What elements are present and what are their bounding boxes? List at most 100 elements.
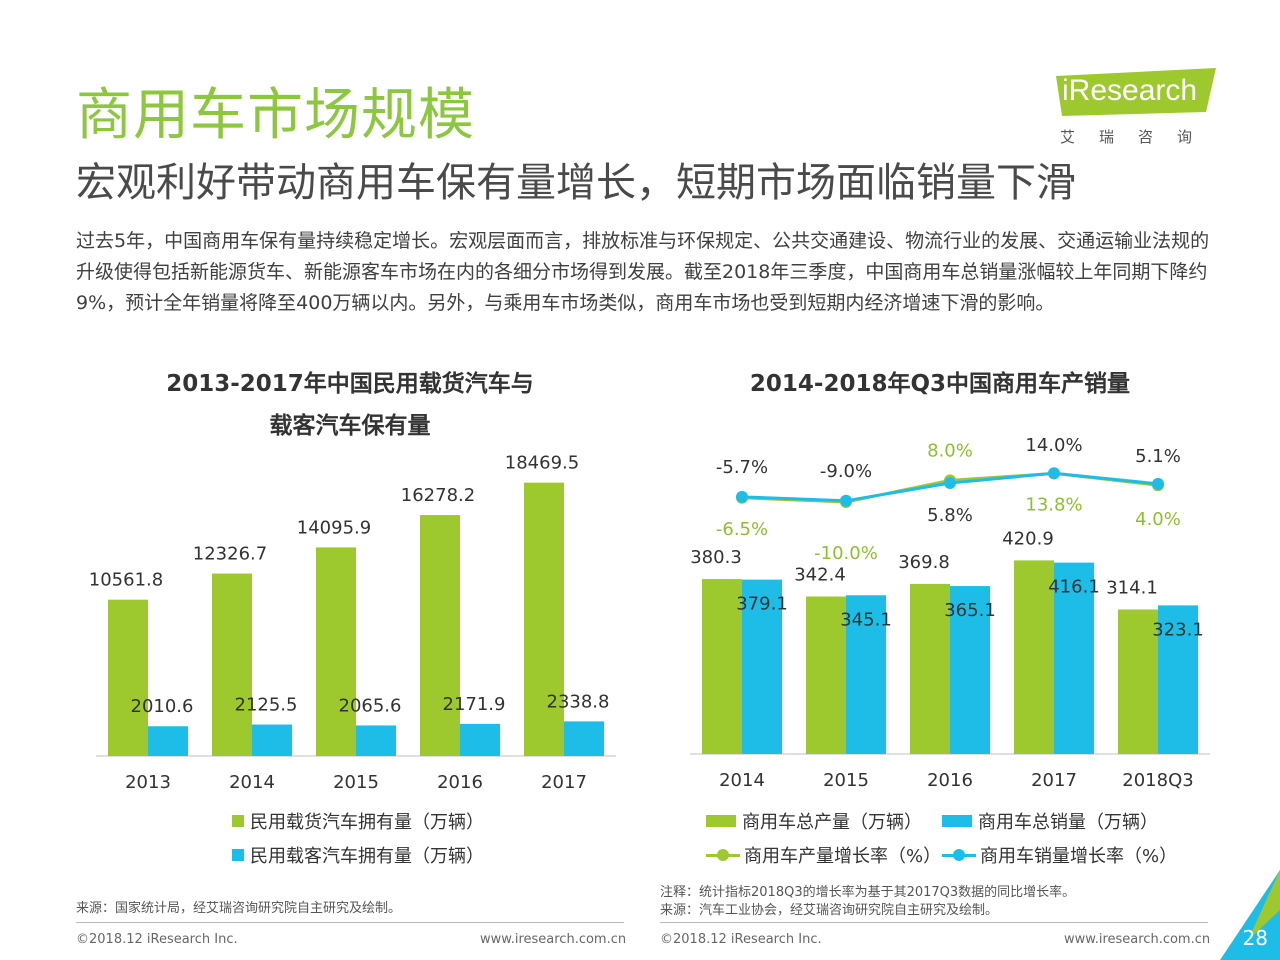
sales-bar-2016 [950,586,990,754]
x-tick-2017: 2017 [541,772,587,793]
passenger-bar-2017 [564,721,604,756]
page-subtitle: 宏观利好带动商用车保有量增长，短期市场面临销量下滑 [76,160,1076,206]
x-tick-2014: 2014 [229,772,275,793]
sales-growth-label-2018Q3: 5.1% [1135,446,1181,467]
sales-bar-2014 [742,579,782,754]
legend-label-passenger: 民用载客汽车拥有量（万辆） [250,846,484,867]
production-growth-label-2014: -6.5% [716,519,768,540]
passenger-bar-2014 [252,724,292,756]
legend-label-production: 商用车总产量（万辆） [742,812,922,833]
left-copyright: ©2018.12 iResearch Inc. [76,932,238,947]
production-growth-label-2015: -10.0% [814,543,878,564]
x-tick-2016: 2016 [927,770,973,791]
sales-bar-2018Q3 [1158,605,1198,754]
sales-growth-label-2017: 14.0% [1025,435,1082,456]
x-tick-2014: 2014 [719,770,765,791]
x-tick-2013: 2013 [125,772,171,793]
production-label-2017: 420.9 [1002,528,1054,549]
sales-growth-point-2018Q3 [1152,477,1164,490]
sales-bar-2017 [1054,562,1094,754]
sales-label-2018Q3: 323.1 [1152,619,1204,640]
production-label-2015: 342.4 [794,564,846,585]
left-legend-item-passenger: 民用载客汽车拥有量（万辆） [232,842,484,868]
left-website-link[interactable]: www.iresearch.com.cn [480,932,627,947]
x-tick-2018Q3: 2018Q3 [1122,770,1193,791]
iresearch-logo: iResearch 艾瑞咨询 [1056,66,1218,148]
freight-bar-2017 [524,482,564,756]
legend-label-sales-growth: 商用车销量增长率（%） [980,846,1178,867]
legend-line-blue [942,849,976,861]
corner-decoration [1220,870,1280,960]
legend-label-freight: 民用载货汽车拥有量（万辆） [250,812,484,833]
freight-label-2017: 18469.5 [505,453,579,474]
left-bar-chart: 10561.8 2010.6 2013 12326.7 2125.5 2014 14095.… [89,453,616,793]
intro-paragraph: 过去5年，中国商用车保有量持续稳定增长。宏观层面而言，排放标准与环保规定、公共交… [76,230,1210,314]
sales-label-2017: 416.1 [1048,577,1100,598]
sales-label-2014: 379.1 [736,594,788,615]
right-legend-item-production-growth: 商用车产量增长率（%） [706,842,941,868]
right-footer-rule [660,922,1208,923]
right-combo-chart: 380.3 379.1 2014 342.4 345.1 2015 369.8 365.1 20… [690,435,1210,791]
left-footer-rule [76,922,624,923]
right-copyright: ©2018.12 iResearch Inc. [660,932,822,947]
freight-bar-2016 [420,515,460,756]
legend-swatch-green [232,815,244,827]
production-growth-label-2016: 8.0% [927,440,973,461]
legend-line-green [706,849,740,861]
passenger-label-2013: 2010.6 [131,696,194,717]
x-tick-2015: 2015 [823,770,869,791]
freight-label-2016: 16278.2 [401,485,475,506]
production-bar-2014 [702,579,742,754]
production-growth-label-2017: 13.8% [1025,494,1082,515]
legend-swatch-blue [232,849,244,861]
left-chart-title-line1: 2013-2017年中国民用载货汽车与 [166,371,534,397]
x-tick-2017: 2017 [1031,770,1077,791]
sales-growth-point-2014 [736,490,748,503]
passenger-label-2015: 2065.6 [339,695,402,716]
right-legend-item-sales-growth: 商用车销量增长率（%） [942,842,1177,868]
freight-label-2014: 12326.7 [193,544,267,565]
freight-bar-2013 [108,599,148,756]
passenger-bar-2015 [356,725,396,756]
logo-chinese: 艾瑞咨询 [1060,128,1217,146]
passenger-bar-2013 [148,726,188,756]
right-website-link[interactable]: www.iresearch.com.cn [1064,932,1211,947]
freight-label-2015: 14095.9 [297,517,371,538]
x-tick-2015: 2015 [333,772,379,793]
sales-growth-label-2014: -5.7% [716,457,768,478]
x-tick-2016: 2016 [437,772,483,793]
right-footnote: 注释：统计指标2018Q3的增长率为基于其2017Q3数据的同比增长率。 [660,885,1076,900]
left-legend-item-freight: 民用载货汽车拥有量（万辆） [232,808,484,834]
production-label-2014: 380.3 [690,547,742,568]
sales-label-2015: 345.1 [840,609,892,630]
page-title: 商用车市场规模 [76,83,475,148]
sales-growth-point-2015 [840,494,852,507]
freight-bar-2015 [316,547,356,756]
sales-growth-label-2015: -9.0% [820,461,872,482]
page-number: 28 [1242,926,1268,950]
legend-swatch-green [706,815,736,827]
right-chart-title: 2014-2018年Q3中国商用车产销量 [749,371,1131,397]
passenger-label-2014: 2125.5 [235,695,298,716]
sales-label-2016: 365.1 [944,600,996,621]
passenger-bar-2016 [460,723,500,756]
production-label-2016: 369.8 [898,552,950,573]
production-growth-label-2018Q3: 4.0% [1135,509,1181,530]
production-bar-2018Q3 [1118,609,1158,754]
passenger-label-2017: 2338.8 [547,691,610,712]
left-chart-title-line2: 载客汽车保有量 [269,413,431,439]
legend-label-production-growth: 商用车产量增长率（%） [744,846,942,867]
right-legend-item-production: 商用车总产量（万辆） [706,808,922,834]
legend-swatch-blue [942,815,972,827]
sales-bar-2015 [846,595,886,754]
sales-growth-point-2017 [1048,467,1060,480]
right-source-note: 来源：汽车工业协会，经艾瑞咨询研究院自主研究及绘制。 [660,903,999,918]
production-label-2018Q3: 314.1 [1106,578,1158,599]
freight-bar-2014 [212,573,252,756]
freight-label-2013: 10561.8 [89,570,163,591]
sales-growth-point-2016 [944,477,956,490]
right-legend-item-sales: 商用车总销量（万辆） [942,808,1158,834]
passenger-label-2016: 2171.9 [443,694,506,715]
production-bar-2016 [910,583,950,754]
legend-label-sales: 商用车总销量（万辆） [978,812,1158,833]
